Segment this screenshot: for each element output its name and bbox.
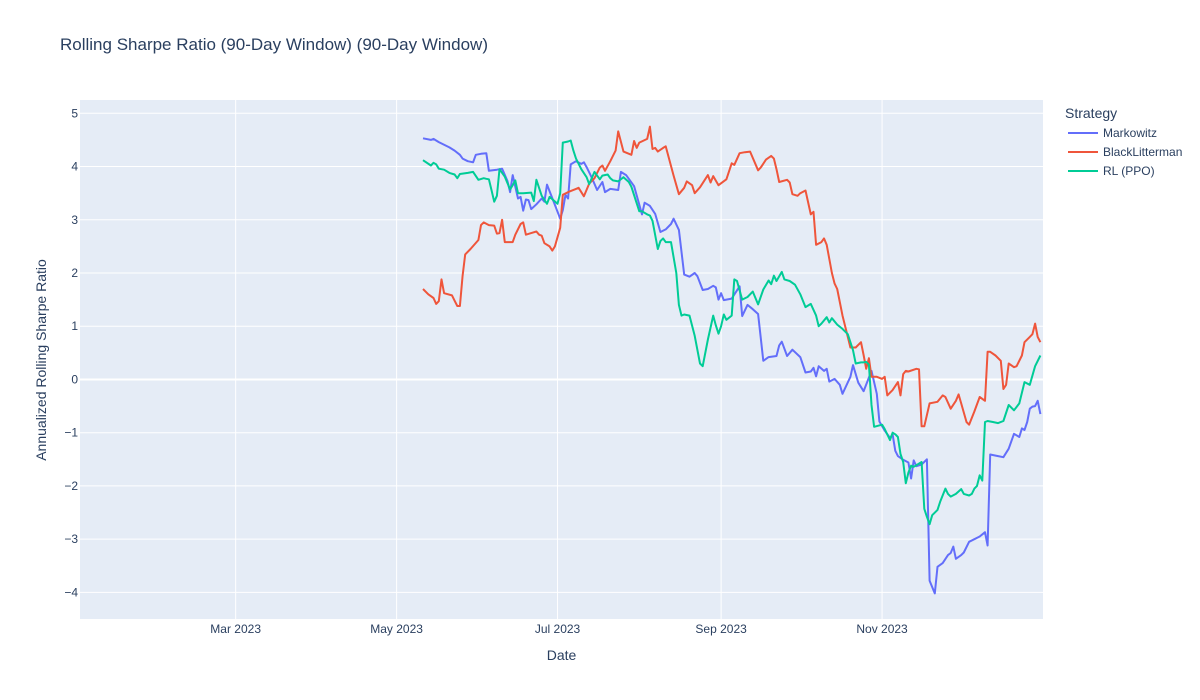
y-tick-label: −3 bbox=[64, 532, 78, 546]
y-tick-label: −1 bbox=[64, 426, 78, 440]
x-tick-label: May 2023 bbox=[370, 622, 423, 636]
y-axis-title: Annualized Rolling Sharpe Ratio bbox=[33, 259, 49, 461]
legend-item-rl-ppo[interactable]: RL (PPO) bbox=[1068, 164, 1155, 178]
y-tick-label: −4 bbox=[64, 585, 78, 599]
x-tick-label: Mar 2023 bbox=[210, 622, 261, 636]
y-tick-label: 2 bbox=[71, 266, 78, 280]
x-axis-ticks: Mar 2023 May 2023 Jul 2023 Sep 2023 Nov 2023 bbox=[210, 622, 908, 636]
y-tick-label: 3 bbox=[71, 213, 78, 227]
legend-title: Strategy bbox=[1065, 105, 1117, 121]
y-tick-label: 1 bbox=[71, 319, 78, 333]
series-lines bbox=[422, 125, 1042, 595]
legend-label: BlackLitterman bbox=[1103, 145, 1182, 159]
x-tick-label: Sep 2023 bbox=[695, 622, 747, 636]
y-axis-ticks: 5 4 3 2 1 0 −1 −2 −3 −4 bbox=[64, 106, 78, 599]
legend-label: Markowitz bbox=[1103, 126, 1157, 140]
y-tick-label: 0 bbox=[71, 372, 78, 386]
legend-items[interactable]: Markowitz BlackLitterman RL (PPO) bbox=[1068, 126, 1182, 178]
legend-item-blacklitterman[interactable]: BlackLitterman bbox=[1068, 145, 1182, 159]
legend-label: RL (PPO) bbox=[1103, 164, 1155, 178]
x-tick-label: Jul 2023 bbox=[535, 622, 581, 636]
x-axis-title: Date bbox=[547, 647, 577, 663]
chart-title: Rolling Sharpe Ratio (90-Day Window) (90… bbox=[60, 35, 488, 54]
y-tick-label: −2 bbox=[64, 479, 78, 493]
legend-item-markowitz[interactable]: Markowitz bbox=[1068, 126, 1157, 140]
y-tick-label: 5 bbox=[71, 106, 78, 120]
legend[interactable]: Strategy Markowitz BlackLitterman RL (PPO) bbox=[1065, 105, 1182, 178]
x-gridlines bbox=[235, 100, 883, 619]
series-line-markowitz bbox=[422, 137, 1042, 595]
y-tick-label: 4 bbox=[71, 160, 78, 174]
series-line-blacklitterman bbox=[422, 125, 1042, 428]
series-line-rl-ppo bbox=[422, 139, 1042, 526]
x-tick-label: Nov 2023 bbox=[856, 622, 908, 636]
